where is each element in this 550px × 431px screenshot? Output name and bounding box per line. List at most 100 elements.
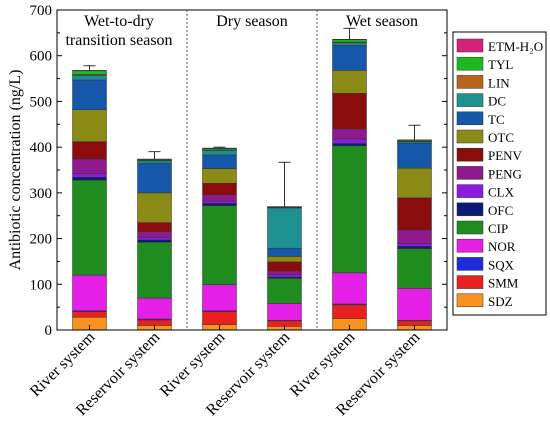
bar-segment-ofc-4 [333,143,367,145]
season-label: transition season [65,32,172,49]
bar-segment-tc-5 [398,143,432,168]
bar-segment-tc-1 [138,163,172,193]
bar-segment-dc-3 [268,208,302,248]
legend: ETM-H₂O TYL LIN DC TC OTC PENV PENG CLX OFC CIP NOR… [453,32,546,315]
bar-segment-nor-4 [333,273,367,304]
bar-segment-penv-2 [203,183,237,194]
x-tick-label: River system [157,328,229,400]
bar-segment-dc-0 [73,75,107,80]
legend-swatch-penv [457,148,483,161]
legend-swatch-sdz [457,294,483,307]
legend-swatch-peng [457,166,483,179]
y-tick-label: 200 [30,232,53,248]
legend-label: TC [488,112,505,127]
legend-swatch-clx [457,185,483,198]
bar-segment-smm-4 [333,305,367,319]
bar-segment-smm-2 [203,312,237,325]
legend-label: CLX [488,185,515,200]
legend-label: DC [488,94,506,109]
bar-segment-penv-0 [73,142,107,159]
season-label: Wet-to-dry [84,13,154,30]
legend-swatch-ofc [457,203,483,216]
legend-label: PENG [488,166,522,181]
legend-label: OFC [488,203,513,218]
bar-segment-smm-5 [398,321,432,326]
bar-segment-tc-3 [268,248,302,256]
legend-swatch-dc [457,94,483,107]
bar-segment-smm-1 [138,320,172,325]
bar-segment-tyl-4 [333,40,367,42]
bar-segment-peng-2 [203,195,237,201]
plot-frame [57,10,447,330]
season-label: Dry season [216,13,288,30]
error-bars-layer [84,28,421,206]
bar-segment-ofc-1 [138,240,172,242]
bar-segment-cip-5 [398,249,432,289]
bar-segment-nor-3 [268,303,302,320]
legend-label: SMM [488,276,519,291]
bar-segment-otc-2 [203,169,237,184]
y-tick-label: 300 [30,186,53,202]
bar-segment-tyl-0 [73,71,107,75]
bar-segment-tc-4 [333,45,367,70]
legend-swatch-cip [457,221,483,234]
bar-segment-clx-0 [73,174,107,178]
legend-label: LIN [488,75,510,90]
bar-segment-dc-4 [333,43,367,45]
bar-segment-clx-3 [268,275,302,277]
bar-segment-smm-0 [73,312,107,317]
y-tick-label: 100 [30,277,53,293]
legend-swatch-etm-h-o [457,39,483,52]
bar-segment-ofc-0 [73,177,107,180]
bar-segment-clx-2 [203,201,237,203]
legend-label: SQX [488,257,515,272]
legend-label: ETM-H₂O [488,39,543,54]
bar-segment-clx-4 [333,139,367,144]
legend-label: NOR [488,239,516,254]
bar-segment-nor-1 [138,298,172,319]
bar-segment-peng-5 [398,230,432,244]
legend-label: PENV [488,148,523,163]
legend-swatch-tc [457,112,483,125]
legend-swatch-lin [457,75,483,88]
bar-segment-cip-0 [73,180,107,275]
y-tick-label: 400 [30,140,53,156]
bar-segment-cip-2 [203,206,237,285]
legend-label: OTC [488,130,514,145]
bar-segment-peng-3 [268,271,302,275]
bar-segment-peng-1 [138,232,172,237]
legend-swatch-otc [457,130,483,143]
y-tick-label: 500 [30,94,53,110]
bar-segment-peng-0 [73,159,107,174]
bar-segment-otc-4 [333,70,367,93]
bar-segment-otc-5 [398,168,432,198]
bar-segment-peng-4 [333,129,367,139]
y-tick-label: 0 [45,323,53,339]
bar-segment-cip-3 [268,278,302,303]
bar-segment-tc-2 [203,155,237,169]
season-label: Wet season [346,13,418,30]
bar-segment-penv-3 [268,262,302,271]
bar-segment-ofc-5 [398,246,432,248]
legend-label: TYL [488,57,513,72]
legend-swatch-tyl [457,57,483,70]
bar-segment-nor-0 [73,275,107,311]
bar-segment-dc-2 [203,150,237,155]
x-tick-label: River system [287,328,359,400]
bar-segment-cip-1 [138,242,172,298]
bar-segment-otc-0 [73,110,107,142]
bar-segment-penv-4 [333,93,367,129]
bar-segment-tc-0 [73,80,107,110]
bar-segment-clx-5 [398,244,432,247]
bar-segment-otc-3 [268,256,302,261]
y-tick-label: 600 [30,49,53,65]
bar-segment-nor-2 [203,285,237,311]
bar-segment-cip-4 [333,146,367,273]
legend-label: CIP [488,221,508,236]
legend-swatch-smm [457,276,483,289]
bar-segment-penv-5 [398,198,432,230]
legend-label: SDZ [488,294,513,309]
bar-segment-nor-5 [398,288,432,320]
